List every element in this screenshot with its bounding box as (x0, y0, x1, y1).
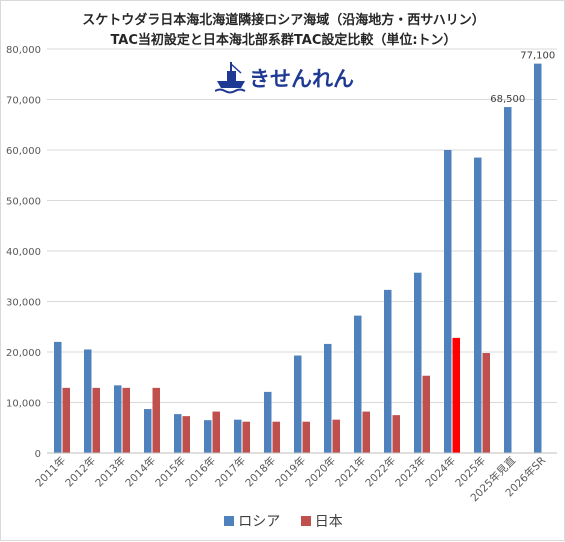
legend-swatch-russia (224, 516, 235, 526)
bar-japan (452, 337, 460, 453)
bar-russia (234, 419, 242, 453)
y-tick-label: 20,000 (6, 348, 41, 359)
bar-russia (54, 341, 62, 453)
fishing-boat-icon (215, 62, 246, 94)
x-tick-label: 2020年 (303, 454, 339, 490)
legend-item-russia: ロシア (224, 511, 280, 531)
legend: ロシア 日本 (1, 511, 565, 531)
data-label: 77,100 (520, 51, 555, 62)
bar-russia (534, 63, 542, 454)
bar-japan (62, 387, 70, 453)
x-tick-label: 2014年 (123, 454, 159, 490)
bar-japan (302, 421, 310, 453)
chart-title-line-1: スケトウダラ日本海北海道隣接ロシア海域（沿海地方・西サハリン） (82, 13, 485, 28)
bar-russia (174, 414, 182, 453)
x-tick-label: 2017年 (213, 454, 249, 490)
y-tick-label: 80,000 (6, 45, 41, 56)
chart-title-line-2: TAC当初設定と日本海北部系群TAC設定比較（単位:トン） (110, 33, 457, 48)
x-tick-label: 2024年 (423, 454, 459, 490)
bar-japan (332, 419, 340, 453)
bar-russia (324, 343, 332, 453)
bar-russia (84, 349, 92, 453)
bar-russia (474, 157, 482, 453)
bar-russia (264, 391, 272, 453)
bar-russia (114, 385, 122, 453)
x-tick-label: 2021年 (333, 454, 369, 490)
y-tick-label: 60,000 (6, 146, 41, 157)
x-tick-label: 2013年 (93, 454, 129, 490)
bar-japan (212, 411, 220, 453)
bar-russia (414, 272, 422, 453)
bar-russia (504, 107, 512, 453)
x-tick-label: 2018年 (243, 454, 279, 490)
y-tick-label: 10,000 (6, 399, 41, 410)
bar-japan (92, 387, 100, 453)
bar-russia (444, 150, 452, 453)
bar-japan (152, 387, 160, 453)
kisenren-logo: きせんれん (215, 62, 354, 94)
x-tick-label: 2022年 (363, 454, 399, 490)
logo-text: きせんれん (249, 67, 354, 91)
y-tick-label: 30,000 (6, 298, 41, 309)
bar-japan (392, 415, 400, 453)
legend-label-russia: ロシア (238, 514, 281, 530)
x-tick-label: 2016年 (183, 454, 219, 490)
bar-russia (354, 315, 362, 453)
bar-japan (362, 411, 370, 453)
x-tick-label: 2023年 (393, 454, 429, 490)
bar-japan (242, 421, 250, 453)
legend-swatch-japan (300, 516, 311, 526)
y-tick-label: 50,000 (6, 197, 41, 208)
y-tick-label: 40,000 (6, 247, 41, 258)
legend-item-japan: 日本 (300, 511, 343, 531)
bar-russia (144, 409, 152, 453)
y-tick-label: 70,000 (6, 96, 41, 107)
bar-japan (482, 353, 490, 453)
bar-japan (422, 375, 430, 453)
x-tick-label: 2019年 (273, 454, 309, 490)
bar-japan (272, 421, 280, 453)
bar-japan (122, 387, 130, 453)
data-label: 68,500 (490, 94, 525, 105)
legend-label-japan: 日本 (314, 514, 343, 530)
bar-russia (384, 289, 392, 453)
bar-russia (204, 420, 212, 453)
x-tick-label: 2012年 (63, 454, 99, 490)
bar-russia (294, 355, 302, 453)
y-tick-label: 0 (35, 449, 41, 460)
x-tick-label: 2015年 (153, 454, 189, 490)
bar-japan (182, 416, 190, 453)
